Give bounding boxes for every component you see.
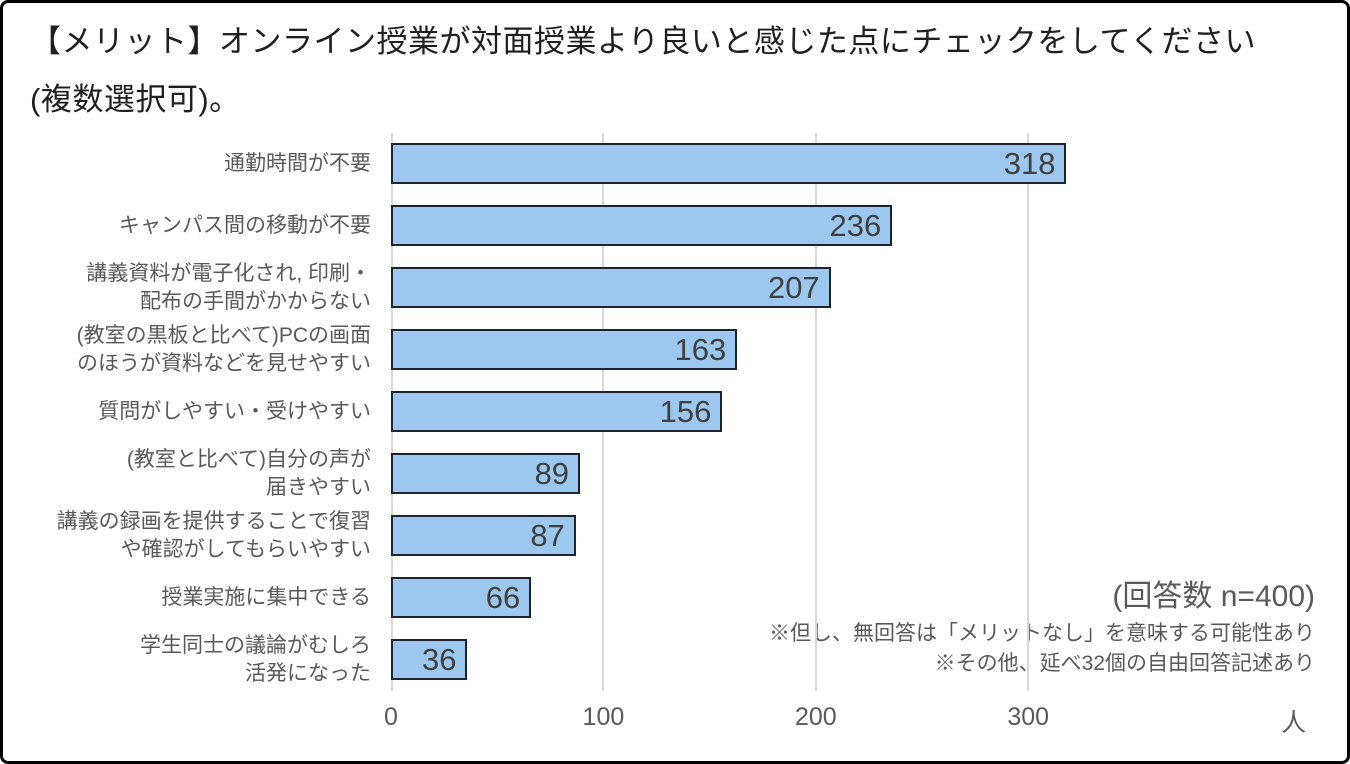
category-label: 学生同士の議論がむしろ 活発になった <box>140 634 371 685</box>
bar: 163 <box>391 329 738 370</box>
bar-row: 163 <box>391 319 1315 381</box>
bar-row: 36 <box>391 629 1315 691</box>
gridline-200 <box>814 133 817 691</box>
category-label: 講義資料が電子化され, 印刷・ 配布の手間がかからない <box>86 262 371 313</box>
bar-row: 87 <box>391 505 1315 567</box>
chart-title-line1: 【メリット】オンライン授業が対面授業より良いと感じた点にチェックをしてください <box>30 24 1257 59</box>
category-row: 授業実施に集中できる <box>31 567 371 629</box>
footnote-1: ※但し、無回答は「メリットなし」を意味する可能性あり <box>769 622 1315 645</box>
bar: 156 <box>391 391 723 432</box>
category-row: 通勤時間が不要 <box>31 133 371 195</box>
bar-value-label: 89 <box>534 455 570 491</box>
x-tick-label: 200 <box>794 703 837 731</box>
bar-value-label: 87 <box>530 517 565 553</box>
bar-row: 66 <box>391 567 1315 629</box>
bar-row: 236 <box>391 195 1315 257</box>
axis-unit-label: 人 <box>1281 709 1307 737</box>
category-label: 授業実施に集中できる <box>161 586 371 609</box>
bar-value-label: 156 <box>659 393 712 429</box>
category-row: 学生同士の議論がむしろ 活発になった <box>31 629 371 691</box>
chart-title-line2: (複数選択可)。 <box>30 82 241 117</box>
category-label: 通勤時間が不要 <box>224 152 371 175</box>
bar-value-label: 36 <box>421 641 457 677</box>
category-row: 質問がしやすい・受けやすい <box>31 381 371 443</box>
bar: 318 <box>391 143 1067 184</box>
x-tick-label: 100 <box>582 703 625 731</box>
category-row: 講義資料が電子化され, 印刷・ 配布の手間がかからない <box>31 257 371 319</box>
category-row: (教室の黒板と比べて)PCの画面 のほうが資料などを見せやすい <box>31 319 371 381</box>
gridline-300 <box>1027 133 1030 691</box>
category-label: (教室の黒板と比べて)PCの画面 のほうが資料などを見せやすい <box>76 324 371 375</box>
category-label: 質問がしやすい・受けやすい <box>98 400 371 423</box>
bar-value-label: 236 <box>829 207 882 243</box>
bar: 207 <box>391 267 831 308</box>
category-row: (教室と比べて)自分の声が 届きやすい <box>31 443 371 505</box>
category-label: 講義の録画を提供することで復習 や確認がしてもらいやすい <box>56 510 371 561</box>
bar-row: 89 <box>391 443 1315 505</box>
bar-value-label: 163 <box>674 331 727 367</box>
value-axis: 0 100 200 300 人 <box>384 703 1315 739</box>
footnote-2: ※その他、延べ32個の自由回答記述あり <box>934 652 1315 675</box>
x-tick-label: 0 <box>384 703 398 731</box>
bar: 66 <box>391 577 532 618</box>
respondent-count-note: (回答数 n=400) <box>1112 580 1315 613</box>
bar-value-label: 318 <box>1003 145 1056 181</box>
bar: 36 <box>391 639 468 680</box>
bar-row: 156 <box>391 381 1315 443</box>
category-row: 講義の録画を提供することで復習 や確認がしてもらいやすい <box>31 505 371 567</box>
plot-area: 318 236 207 163 156 89 87 66 36 <box>391 133 1315 691</box>
chart-title: 【メリット】オンライン授業が対面授業より良いと感じた点にチェックをしてください … <box>30 13 1256 129</box>
x-tick-label: 300 <box>1007 703 1050 731</box>
category-row: キャンパス間の移動が不要 <box>31 195 371 257</box>
bar-value-label: 66 <box>485 579 521 615</box>
bar-value-label: 207 <box>767 269 820 305</box>
bar-row: 318 <box>391 133 1315 195</box>
category-axis: 通勤時間が不要キャンパス間の移動が不要講義資料が電子化され, 印刷・ 配布の手間… <box>31 133 371 691</box>
bar: 87 <box>391 515 576 556</box>
category-label: (教室と比べて)自分の声が 届きやすい <box>126 448 371 499</box>
bar: 236 <box>391 205 893 246</box>
bar: 89 <box>391 453 581 494</box>
category-label: キャンパス間の移動が不要 <box>119 214 371 237</box>
bar-row: 207 <box>391 257 1315 319</box>
annotations: (回答数 n=400) ※但し、無回答は「メリットなし」を意味する可能性あり ※… <box>769 575 1315 679</box>
